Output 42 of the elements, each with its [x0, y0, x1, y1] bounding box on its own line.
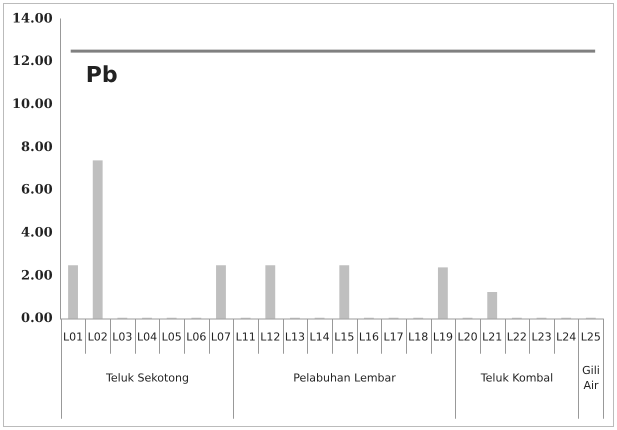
- x-tick-label: L02: [88, 330, 108, 344]
- x-tick-label: L17: [384, 330, 404, 344]
- text: Pelabuhan Lembar: [293, 372, 396, 385]
- y-tick-label: 12.00: [12, 54, 53, 70]
- x-tick-label: L06: [186, 330, 206, 344]
- x-tick-label: L04: [136, 330, 158, 344]
- x-tick-label: L03: [112, 330, 132, 344]
- text: Teluk Sekotong: [105, 372, 189, 385]
- x-tick-label: L24: [556, 330, 576, 344]
- x-tick-label: L21: [482, 330, 502, 344]
- text: Gili Air: [582, 364, 600, 392]
- x-tick-label: L15: [334, 330, 354, 344]
- x-tick-label: L18: [408, 330, 428, 344]
- text: Pb: [86, 62, 118, 88]
- y-tick-label: 0.00: [21, 311, 53, 326]
- y-tick-label: 6.00: [21, 182, 53, 198]
- bar: [487, 292, 498, 319]
- x-tick-label: L05: [162, 330, 182, 344]
- bar: [339, 265, 350, 319]
- x-tick-label: L01: [62, 330, 84, 344]
- x-tick-label: L14: [310, 330, 330, 344]
- bar: [68, 265, 78, 319]
- y-tick-label: 4.00: [21, 226, 53, 241]
- text: Teluk Kombal: [480, 372, 554, 385]
- bar: [438, 267, 448, 319]
- x-tick-label: L12: [260, 330, 280, 344]
- x-tick-label: L19: [432, 330, 453, 344]
- x-tick-label: L22: [506, 330, 527, 344]
- y-tick-label: 14.00: [12, 11, 53, 26]
- x-tick-label: L25: [580, 330, 601, 344]
- x-tick-label: L20: [457, 330, 478, 344]
- x-tick-label: L11: [236, 330, 256, 344]
- bar: [92, 160, 103, 319]
- x-tick-label: L13: [284, 330, 306, 344]
- y-tick-label: 10.00: [12, 97, 53, 112]
- y-tick-label: 2.00: [21, 268, 53, 284]
- y-tick-label: 8.00: [21, 140, 53, 155]
- x-tick-label: L16: [358, 330, 379, 344]
- bar: [216, 265, 226, 319]
- x-tick-label: L07: [210, 330, 232, 344]
- bar: [265, 265, 276, 319]
- x-tick-label: L23: [531, 330, 552, 344]
